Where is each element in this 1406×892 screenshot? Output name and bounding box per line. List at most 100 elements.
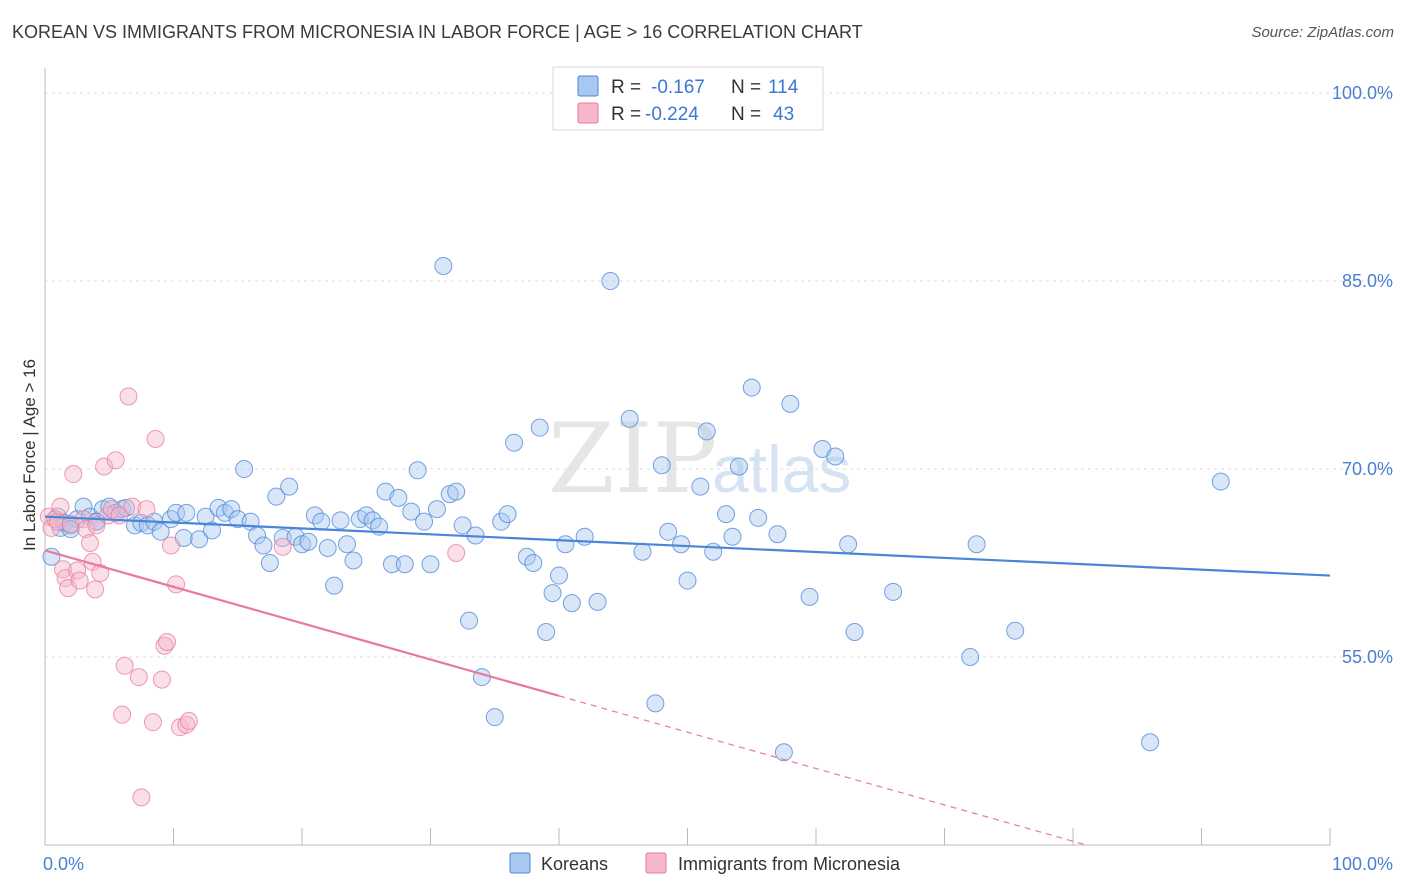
stats-n-value-1: 43	[773, 104, 794, 125]
point-koreans-64	[460, 611, 479, 630]
chart-source: Source: ZipAtlas.com	[1251, 24, 1394, 41]
point-koreans-54	[395, 555, 414, 574]
point-koreans-112	[116, 498, 135, 517]
point-koreans-66	[472, 668, 491, 687]
stats-r-label-1: R =	[611, 104, 641, 125]
stats-swatch-koreans	[577, 75, 599, 97]
point-koreans-72	[524, 554, 543, 573]
point-koreans-101	[826, 447, 845, 466]
point-micronesia-41	[273, 537, 292, 556]
point-koreans-74	[537, 622, 556, 641]
point-micronesia-25	[115, 656, 134, 675]
chart-title: KOREAN VS IMMIGRANTS FROM MICRONESIA IN …	[12, 22, 863, 42]
point-koreans-73	[530, 418, 549, 437]
point-koreans-57	[415, 512, 434, 531]
point-koreans-86	[659, 522, 678, 541]
point-micronesia-32	[146, 429, 165, 448]
legend-label-koreans: Koreans	[541, 854, 608, 874]
point-koreans-107	[1006, 621, 1025, 640]
point-micronesia-28	[129, 668, 148, 687]
point-koreans-108	[1141, 733, 1160, 752]
point-koreans-81	[601, 272, 620, 291]
point-micronesia-40	[179, 711, 198, 730]
point-koreans-24	[203, 521, 222, 540]
point-koreans-99	[800, 587, 819, 606]
point-micronesia-36	[161, 536, 180, 555]
stats-n-value-0: 114	[768, 77, 799, 98]
data-points	[39, 257, 1230, 807]
point-koreans-87	[672, 535, 691, 554]
point-micronesia-30	[137, 500, 156, 519]
point-koreans-105	[961, 648, 980, 667]
point-koreans-82	[620, 409, 639, 428]
y-tick-label-3: 100.0%	[1332, 83, 1393, 103]
point-micronesia-19	[95, 457, 114, 476]
stats-r-value-0: -0.167	[651, 77, 705, 98]
point-koreans-45	[337, 535, 356, 554]
point-koreans-94	[729, 457, 748, 476]
legend-swatch-koreans	[509, 852, 531, 874]
point-koreans-88	[678, 571, 697, 590]
point-koreans-89	[691, 477, 710, 496]
point-koreans-63	[453, 516, 472, 535]
y-tick-labels: 55.0% 70.0% 85.0% 100.0%	[1332, 83, 1393, 667]
point-koreans-78	[562, 594, 581, 613]
point-koreans-90	[697, 422, 716, 441]
point-koreans-42	[318, 538, 337, 557]
watermark: ZIP	[548, 403, 717, 515]
point-koreans-93	[723, 527, 742, 546]
point-micronesia-16	[86, 580, 105, 599]
point-koreans-92	[717, 505, 736, 524]
point-koreans-75	[543, 584, 562, 603]
point-koreans-104	[884, 582, 903, 601]
y-tick-label-2: 85.0%	[1342, 271, 1393, 291]
trend-lines	[44, 515, 1331, 846]
point-micronesia-22	[106, 451, 125, 470]
point-koreans-102	[839, 535, 858, 554]
point-koreans-21	[177, 503, 196, 522]
point-micronesia-42	[447, 543, 466, 562]
point-koreans-44	[331, 511, 350, 530]
stats-swatch-micronesia	[577, 102, 599, 124]
point-koreans-60	[434, 257, 453, 276]
trend-extension-micronesia	[558, 695, 1087, 846]
point-koreans-84	[646, 694, 665, 713]
x-tick-label-1: 100.0%	[1332, 854, 1393, 874]
point-koreans-36	[280, 477, 299, 496]
point-koreans-85	[652, 456, 671, 475]
point-koreans-17	[151, 522, 170, 541]
legend-label-micronesia: Immigrants from Micronesia	[678, 854, 901, 874]
stats-n-label-1: N =	[731, 104, 761, 125]
point-koreans-68	[492, 512, 511, 531]
point-koreans-29	[235, 460, 254, 479]
point-micronesia-18	[91, 564, 110, 583]
point-koreans-97	[768, 525, 787, 544]
point-koreans-34	[267, 487, 286, 506]
point-koreans-98	[781, 394, 800, 413]
point-koreans-59	[427, 500, 446, 519]
point-koreans-39	[299, 532, 318, 551]
point-koreans-6	[74, 497, 93, 516]
stats-r-value-1: -0.224	[645, 104, 699, 125]
point-koreans-41	[312, 512, 331, 531]
legend-swatch-micronesia	[645, 852, 667, 874]
point-micronesia-13	[77, 520, 96, 539]
point-micronesia-31	[143, 713, 162, 732]
point-micronesia-4	[51, 497, 70, 516]
point-koreans-77	[556, 535, 575, 554]
point-micronesia-24	[113, 705, 132, 724]
point-koreans-52	[382, 555, 401, 574]
x-tick-labels: 0.0% 100.0%	[43, 854, 1393, 874]
point-koreans-95	[742, 378, 761, 397]
point-micronesia-26	[119, 387, 138, 406]
point-micronesia-33	[152, 670, 171, 689]
stats-r-label-0: R =	[611, 77, 641, 98]
point-koreans-103	[845, 622, 864, 641]
point-koreans-32	[254, 536, 273, 555]
point-koreans-113	[774, 743, 793, 762]
point-koreans-70	[505, 433, 524, 452]
point-koreans-56	[408, 461, 427, 480]
point-koreans-91	[704, 542, 723, 561]
point-koreans-80	[588, 592, 607, 611]
